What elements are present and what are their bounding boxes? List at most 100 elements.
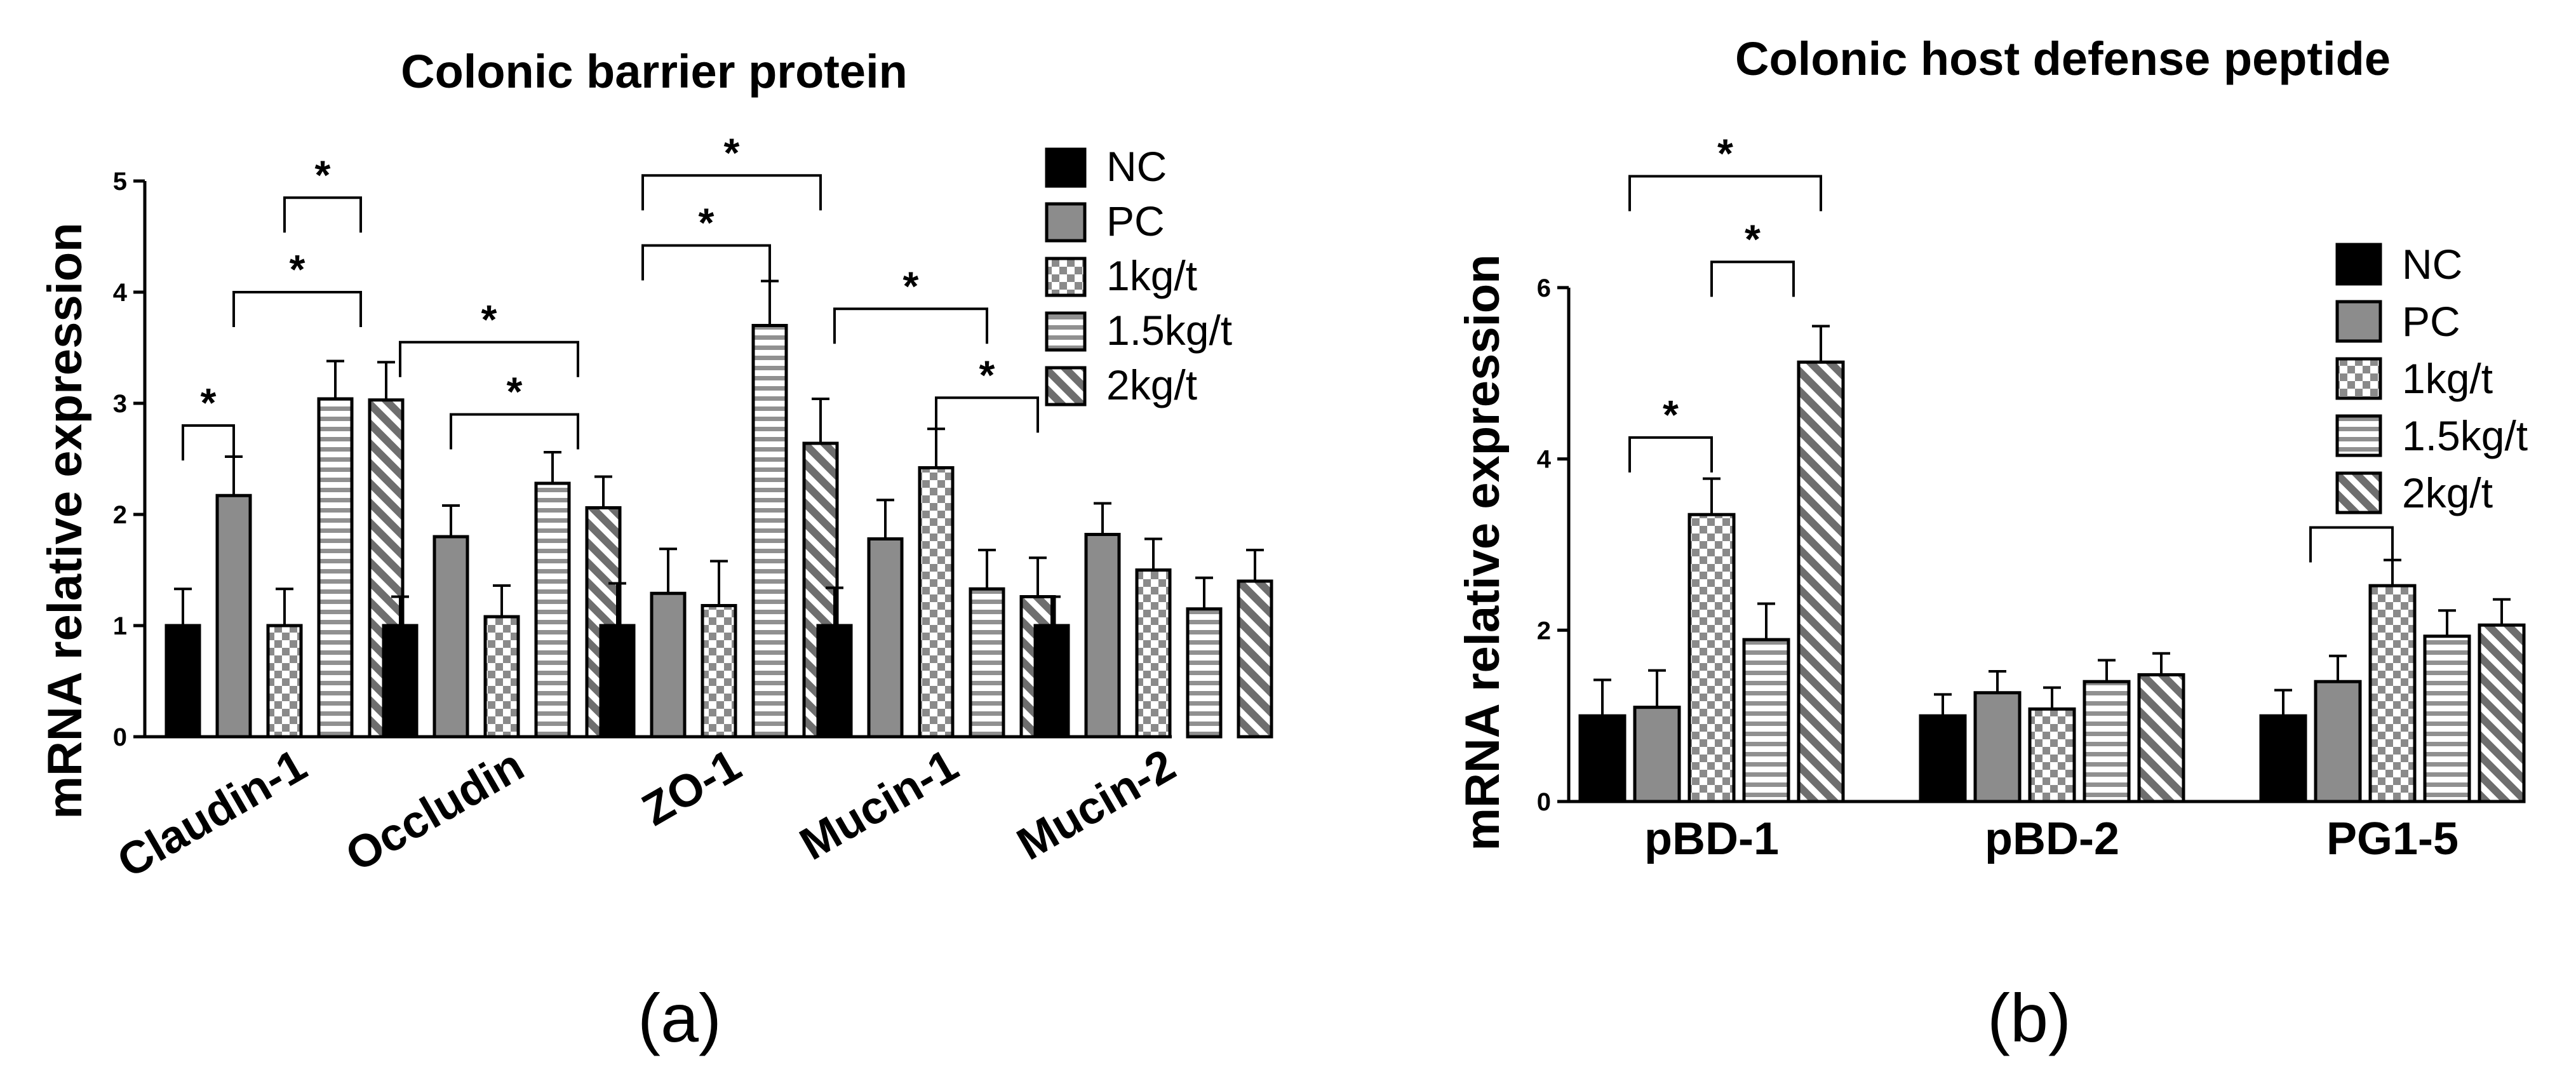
bar [215,493,252,739]
bar [1687,513,1736,803]
legend-swatch [2335,471,2382,514]
panel-b: Colonic host defense peptide mRNA relati… [1456,32,2528,1056]
bar [1578,714,1627,803]
x-axis-labels: pBD-1 pBD-2 PG1-5 [1644,814,2459,864]
bar [918,466,955,739]
y-tick-label: 2 [113,501,127,529]
legend-swatch [1045,147,1087,188]
chart-title: Colonic host defense peptide [1735,32,2391,85]
significance-star: * [1717,131,1733,177]
bar [2368,584,2417,803]
legend-label: 2kg/t [1106,361,1197,408]
legend-swatch [1045,366,1087,406]
bar [317,397,354,739]
bar [701,604,737,739]
y-tick-label: 4 [1537,446,1552,474]
significance-bracket [935,396,1039,433]
legend-label: 1kg/t [2402,355,2493,402]
y-tick-label: 1 [113,612,127,640]
category-label: Mucin-1 [791,740,967,870]
category-label: Claudin-1 [109,740,315,888]
significance-star: * [979,352,995,398]
significance-star: * [290,246,305,292]
bar [2137,673,2185,803]
legend: NC PC 1kg/t 1.5kg/t 2kg/t [1045,143,1232,408]
legend-label: 1kg/t [1106,252,1197,299]
bar [433,535,469,739]
bars [1578,360,2526,803]
bar [2314,680,2362,803]
y-tick-label: 0 [113,723,127,751]
bar [2423,634,2471,803]
legend-label: NC [2402,241,2462,288]
legend-swatch [2335,300,2382,343]
significance-bracket [232,291,362,327]
legend-label: PC [1106,198,1165,245]
significance-markers: ********* [182,130,1039,460]
legend-label: 1.5kg/t [1106,307,1232,354]
legend-swatch [2335,414,2382,457]
significance-bracket [1710,260,1795,297]
legend-swatch [1045,311,1087,352]
bar [867,537,904,739]
bar [382,624,419,739]
bar [2478,623,2526,803]
bar [1742,638,1790,803]
bar [1973,691,2022,803]
significance-bracket [833,307,988,344]
y-axis-label: mRNA relative expression [1456,254,1510,850]
y-tick-label: 6 [1537,274,1551,302]
significance-bracket [1628,175,1822,211]
bar [1186,607,1223,739]
significance-markers: **** [1628,131,2394,563]
significance-star: * [724,130,740,175]
y-tick-label: 4 [113,279,128,307]
significance-star: * [903,263,919,309]
significance-bracket [182,424,235,460]
category-label: pBD-2 [1985,814,2119,864]
legend-label: 1.5kg/t [2402,412,2528,459]
significance-bracket [283,196,362,233]
significance-bracket [641,174,822,211]
panel-label: (b) [1987,979,2071,1056]
legend-label: PC [2402,298,2460,345]
y-tick-label: 0 [1537,788,1551,816]
category-label: PG1-5 [2326,814,2459,864]
bar [650,591,687,739]
legend-label: 2kg/t [2402,469,2493,516]
significance-star: * [1663,392,1679,438]
significance-star: * [507,369,523,415]
bar [2083,680,2131,803]
panel-label: (a) [638,979,721,1056]
legend: NC PC 1kg/t 1.5kg/t 2kg/t [2335,241,2528,516]
bar [2028,707,2076,803]
bar [1919,714,1967,803]
legend-swatch [1045,202,1087,243]
significance-star: * [481,297,497,342]
bar [1135,568,1172,739]
legend-swatch [2335,243,2382,286]
legend-swatch [2335,357,2382,400]
x-axis-labels: Claudin-1 Occludin ZO-1 Mucin-1 Mucin-2 [109,740,1184,888]
significance-bracket [450,413,579,450]
significance-star: * [1745,216,1761,262]
category-label: ZO-1 [634,740,749,836]
bar [164,624,201,739]
category-label: Mucin-2 [1009,740,1184,870]
panel-a: Colonic barrier protein mRNA relative ex… [38,45,1273,1056]
y-tick-label: 3 [113,390,127,418]
legend-swatch [1045,257,1087,297]
bar [1084,533,1121,739]
significance-star: * [699,200,714,246]
bar [1033,624,1070,739]
bar [266,624,303,739]
bar [483,615,520,739]
chart-title: Colonic barrier protein [401,45,908,98]
bar [1633,706,1681,803]
legend-label: NC [1106,143,1167,190]
y-tick-label: 5 [113,168,127,196]
significance-bracket [1628,436,1713,473]
bar [1797,360,1845,803]
bar [969,587,1005,739]
